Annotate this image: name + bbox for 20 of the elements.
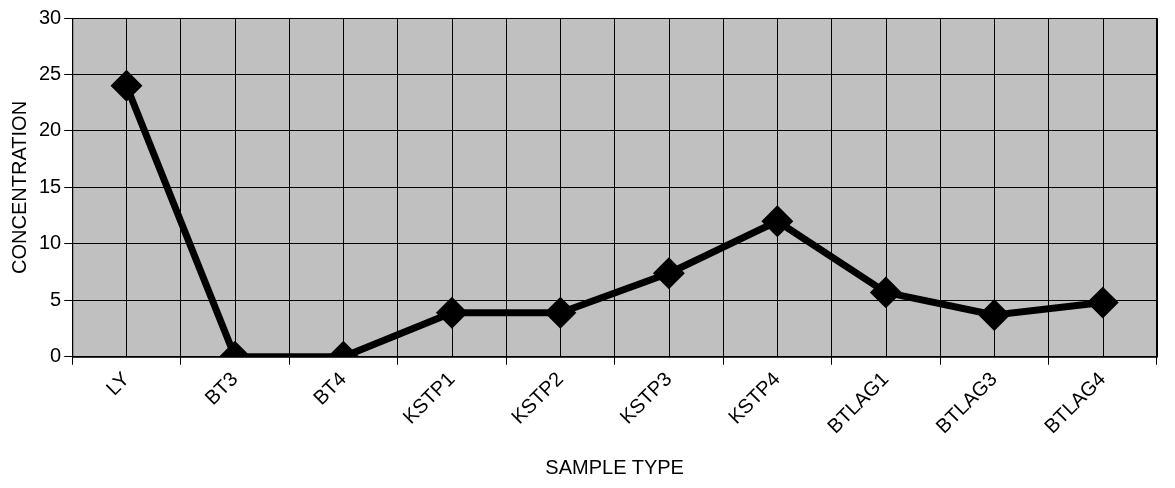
y-axis-title: CONCENTRATION — [7, 100, 30, 274]
point — [762, 206, 792, 236]
point — [871, 277, 901, 307]
y-tick-label: 15 — [39, 174, 62, 197]
x-tick-label: BT3 — [200, 367, 242, 409]
x-axis-title: SAMPLE TYPE — [545, 455, 684, 478]
y-tick-label: 20 — [39, 118, 62, 141]
y-tick-label: 30 — [39, 5, 62, 28]
x-tick-label: LY — [101, 367, 134, 400]
point — [111, 71, 141, 101]
point — [1088, 288, 1118, 318]
y-tick-label: 25 — [39, 61, 62, 84]
y-tick-label: 10 — [39, 231, 62, 254]
point — [437, 298, 467, 328]
y-tick-label: 0 — [50, 344, 62, 367]
y-tick-label: 5 — [50, 287, 62, 310]
point — [979, 300, 1009, 330]
point — [654, 258, 684, 288]
x-tick-label: BT4 — [308, 367, 351, 409]
point — [545, 298, 575, 328]
